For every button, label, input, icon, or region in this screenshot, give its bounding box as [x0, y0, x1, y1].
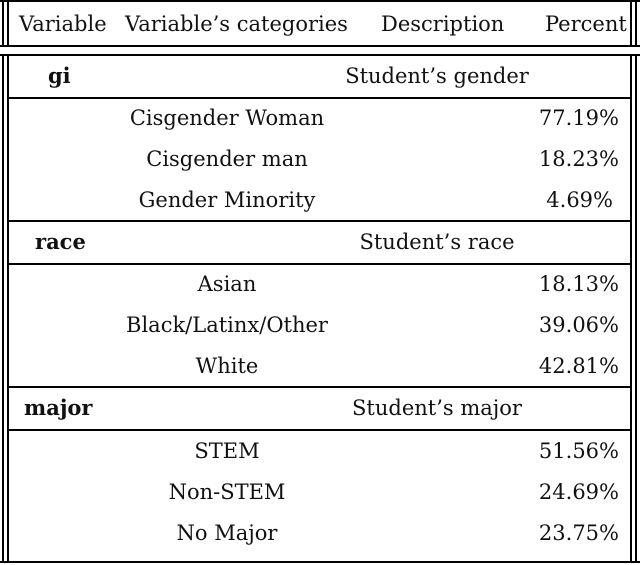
percent-cell: 51.56%: [538, 439, 619, 463]
header-bottom-border: [0, 45, 640, 47]
percent-cell: 18.23%: [538, 147, 619, 171]
row-separator: [9, 386, 630, 388]
group-variable-race: race: [35, 229, 86, 254]
category-cell: Black/Latinx/Other: [126, 313, 328, 337]
category-cell: Asian: [197, 272, 257, 296]
body-bottom-border: [0, 561, 640, 563]
header-right-border-inner: [630, 0, 632, 47]
category-cell: STEM: [194, 439, 260, 463]
header-variable: Variable: [19, 12, 107, 36]
header-left-border-inner: [7, 0, 9, 47]
category-cell: No Major: [176, 521, 278, 545]
row-separator: [9, 97, 630, 99]
group-variable-major: major: [24, 395, 93, 420]
body-right-border-inner: [630, 54, 632, 563]
percent-cell: 42.81%: [538, 354, 619, 378]
row-separator: [9, 263, 630, 265]
percent-cell: 23.75%: [538, 521, 619, 545]
category-cell: Cisgender Woman: [129, 106, 325, 130]
row-separator: [9, 429, 630, 431]
body-left-border-outer: [2, 54, 4, 563]
group-description-major: Student’s major: [352, 396, 522, 420]
header-percent: Percent: [545, 12, 627, 36]
percent-cell: 39.06%: [538, 313, 619, 337]
group-variable-gi: gi: [48, 63, 71, 88]
percent-cell: 4.69%: [546, 188, 613, 212]
category-cell: Cisgender man: [146, 147, 308, 171]
header-left-border-outer: [2, 0, 4, 47]
category-cell: Non-STEM: [168, 480, 286, 504]
header-categories: Variable’s categories: [125, 12, 348, 36]
body-top-border: [0, 54, 640, 56]
body-right-border-outer: [635, 54, 637, 563]
row-separator: [9, 220, 630, 222]
header-right-border-outer: [635, 0, 637, 47]
percent-cell: 77.19%: [538, 106, 619, 130]
category-cell: Gender Minority: [138, 188, 316, 212]
percent-cell: 24.69%: [538, 480, 619, 504]
group-description-gi: Student’s gender: [345, 64, 529, 88]
header-top-border: [0, 0, 640, 2]
category-cell: White: [195, 354, 259, 378]
body-left-border-inner: [7, 54, 9, 563]
header-description: Description: [381, 12, 505, 36]
group-description-race: Student’s race: [359, 230, 515, 254]
percent-cell: 18.13%: [538, 272, 619, 296]
